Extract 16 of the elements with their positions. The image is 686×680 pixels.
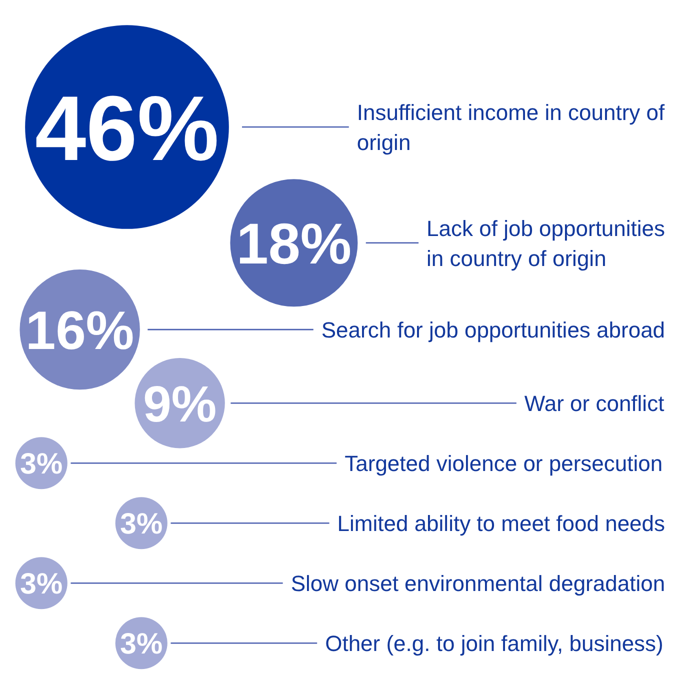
data-label: 18% [236, 212, 352, 277]
category-label: Search for job opportunities abroad [321, 317, 666, 342]
data-label: 16% [26, 301, 134, 362]
category-label: Slow onset environmental degradation [290, 571, 666, 596]
category-label: War or conflict [524, 391, 664, 416]
data-label: 9% [143, 375, 217, 432]
category-label: Other (e.g. to join family, business) [325, 631, 664, 656]
data-label: 3% [20, 568, 63, 601]
data-label: 3% [120, 508, 163, 541]
data-label: 3% [20, 448, 63, 481]
data-label: 3% [120, 628, 163, 661]
category-label: Lack of job opportunities in country of origin [426, 216, 666, 271]
category-label: Insufficient income in country of origin [356, 100, 666, 155]
category-label: Limited ability to meet food needs [337, 511, 666, 536]
category-label: Targeted violence or persecution [344, 451, 663, 476]
data-label: 46% [34, 78, 220, 180]
